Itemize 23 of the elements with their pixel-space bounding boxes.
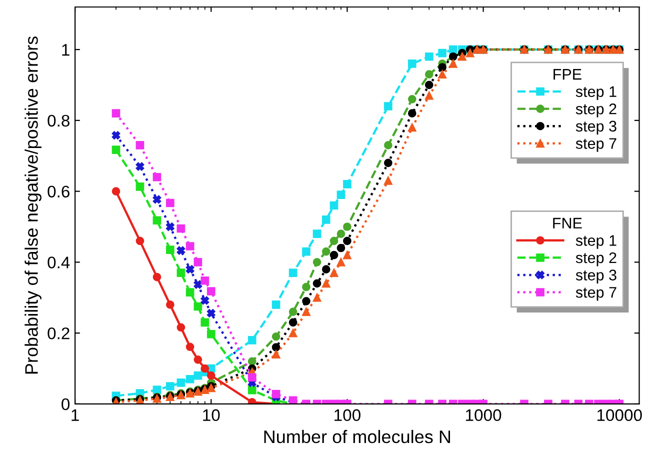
x-tick-label: 10 xyxy=(203,409,220,422)
x-tick-label: 1000 xyxy=(466,409,502,422)
legend-label: step 1 xyxy=(576,235,616,249)
legend-label: step 7 xyxy=(576,138,616,152)
y-tick-label: 0.8 xyxy=(48,114,70,127)
legend-label: step 2 xyxy=(576,252,616,266)
y-axis-title: Probability of false negative/positive errors xyxy=(24,36,42,374)
y-tick-label: 0 xyxy=(62,398,70,410)
legend-label: step 7 xyxy=(576,287,616,301)
x-axis-title: Number of molecules N xyxy=(264,430,450,444)
legend-label: step 2 xyxy=(576,103,616,118)
text: FNE xyxy=(553,218,582,228)
legend-label: step 3 xyxy=(576,120,616,135)
y-tick-label: 1 xyxy=(62,44,70,56)
y-tick-label: 0.6 xyxy=(48,186,70,198)
legend-label: step 3 xyxy=(576,270,616,284)
y-tick-label: 0.2 xyxy=(48,327,70,340)
legend-label: step 1 xyxy=(576,86,616,100)
x-tick-label: 100 xyxy=(334,409,360,422)
x-tick-label: 10000 xyxy=(597,409,642,422)
text: FPE xyxy=(554,69,582,80)
y-tick-label: 0.4 xyxy=(48,256,70,268)
x-tick-label: 1 xyxy=(72,409,79,421)
